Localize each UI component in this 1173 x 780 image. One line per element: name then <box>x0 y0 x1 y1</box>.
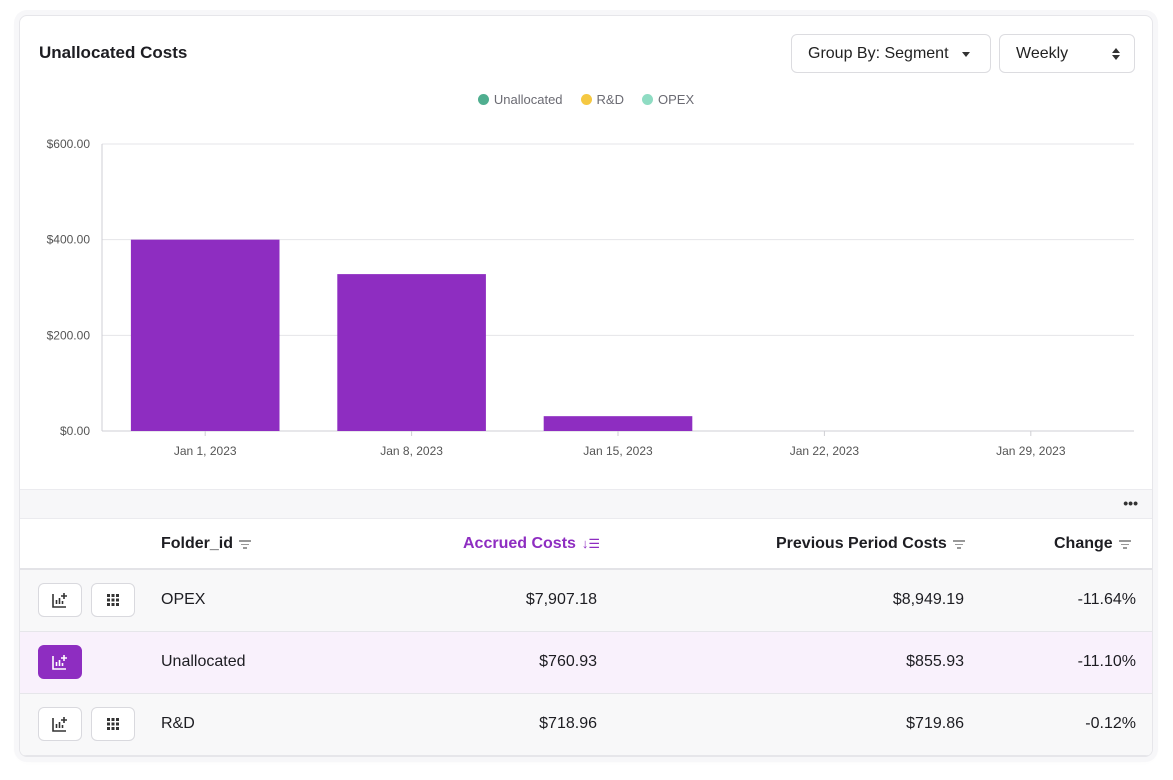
cell-previous: $719.86 <box>906 715 964 732</box>
legend-item-unallocated[interactable]: Unallocated <box>477 92 563 107</box>
cell-accrued: $760.93 <box>539 653 597 670</box>
cell-change: -11.64% <box>1077 591 1136 608</box>
filter-icon[interactable] <box>952 539 965 549</box>
grid-icon <box>107 718 119 730</box>
column-header-previous[interactable]: Previous Period Costs <box>776 535 965 553</box>
add-chart-icon <box>52 717 67 732</box>
bar <box>543 416 693 431</box>
x-tick-label: Jan 15, 2023 <box>583 444 653 458</box>
table-toolbar: ••• <box>20 489 1152 519</box>
legend-dot-icon <box>580 94 592 105</box>
legend-item-opex[interactable]: OPEX <box>641 92 695 107</box>
cell-previous: $855.93 <box>906 653 964 670</box>
weekly-costs-bar-chart: $0.00 $200.00 $400.00 $600.00 Jan 1, 2023 Jan… <box>47 137 1134 458</box>
grid-view-button[interactable] <box>91 583 135 617</box>
cell-previous: $8,949.19 <box>892 591 964 608</box>
x-tick-label: Jan 1, 2023 <box>174 444 237 458</box>
sort-descending-icon[interactable]: ↓☰ <box>581 536 601 551</box>
table-row[interactable]: R&D $718.96 $719.86 -0.12% <box>20 694 1152 756</box>
legend-item-rnd[interactable]: R&D <box>580 92 624 107</box>
add-chart-icon <box>52 593 67 608</box>
more-options-icon[interactable]: ••• <box>1123 495 1138 511</box>
x-tick-label: Jan 8, 2023 <box>380 444 443 458</box>
legend-label: R&D <box>596 92 624 107</box>
x-tick-label: Jan 29, 2023 <box>996 444 1066 458</box>
column-header-label: Previous Period Costs <box>776 535 947 552</box>
table-header: Folder_id Accrued Costs ↓☰ Previous Peri… <box>20 519 1152 570</box>
bar <box>337 274 486 431</box>
caret-down-icon <box>962 52 970 57</box>
column-header-label: Folder_id <box>161 535 234 552</box>
column-header-folder[interactable]: Folder_id <box>161 535 252 553</box>
column-header-label: Accrued Costs <box>463 535 576 552</box>
cell-change: -11.10% <box>1077 653 1136 670</box>
add-chart-button[interactable] <box>38 707 82 741</box>
sort-updown-icon <box>1112 48 1120 60</box>
table-row[interactable]: OPEX $7,907.18 $8,949.19 -11.64% <box>20 570 1152 632</box>
add-chart-button[interactable] <box>38 583 82 617</box>
card-title: Unallocated Costs <box>39 43 188 62</box>
group-by-label: Group By: Segment <box>808 44 949 62</box>
add-chart-icon <box>52 655 67 670</box>
chart-legend: Unallocated R&D OPEX <box>20 92 1152 107</box>
column-header-change[interactable]: Change <box>1054 535 1131 553</box>
add-chart-button[interactable] <box>38 645 82 679</box>
legend-dot-icon <box>641 94 653 105</box>
column-header-label: Change <box>1054 535 1113 552</box>
cell-folder: R&D <box>161 715 195 732</box>
y-tick-label: $200.00 <box>47 328 91 342</box>
cell-accrued: $718.96 <box>539 715 597 732</box>
grid-icon <box>107 594 119 606</box>
unallocated-costs-card: Unallocated Costs Group By: Segment Week… <box>19 15 1153 757</box>
filter-icon[interactable] <box>239 539 252 549</box>
legend-label: OPEX <box>657 92 695 107</box>
cell-folder: OPEX <box>161 591 206 608</box>
filter-icon[interactable] <box>1118 539 1131 549</box>
bar <box>130 239 280 431</box>
table-row[interactable]: Unallocated $760.93 $855.93 -11.10% <box>20 632 1152 694</box>
y-tick-label: $400.00 <box>47 233 91 247</box>
period-select[interactable]: Weekly <box>999 34 1135 73</box>
group-by-dropdown[interactable]: Group By: Segment <box>791 34 991 73</box>
period-value: Weekly <box>1016 44 1069 62</box>
y-tick-label: $600.00 <box>47 137 91 151</box>
x-tick-label: Jan 22, 2023 <box>790 444 860 458</box>
grid-view-button[interactable] <box>91 707 135 741</box>
y-tick-label: $0.00 <box>60 424 90 438</box>
legend-label: Unallocated <box>493 92 563 107</box>
cell-change: -0.12% <box>1085 715 1136 732</box>
column-header-accrued[interactable]: Accrued Costs ↓☰ <box>463 535 600 553</box>
legend-dot-icon <box>477 94 489 105</box>
cell-folder: Unallocated <box>161 653 246 670</box>
cell-accrued: $7,907.18 <box>525 591 597 608</box>
